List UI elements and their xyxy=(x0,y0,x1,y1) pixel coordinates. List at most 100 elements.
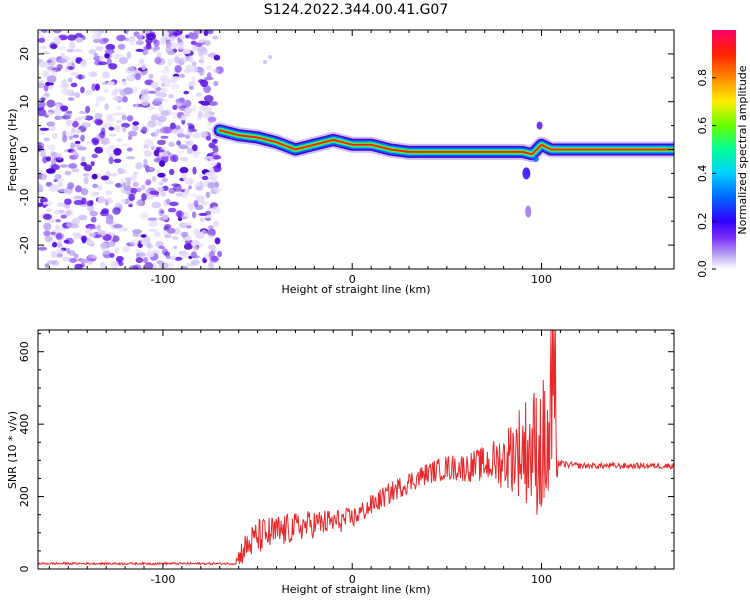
noise-speckle xyxy=(113,95,124,102)
noise-speckle xyxy=(63,239,70,244)
bottom-y-axis-label: SNR (10 * v/v) xyxy=(6,411,19,489)
noise-speckle xyxy=(38,82,45,89)
noise-speckle xyxy=(156,186,163,193)
noise-speckle xyxy=(54,37,62,45)
noise-speckle xyxy=(160,39,165,46)
noise-speckle xyxy=(75,185,82,193)
noise-speckle xyxy=(192,105,197,112)
noise-speckle xyxy=(38,61,49,68)
noise-speckle xyxy=(126,75,135,82)
noise-speckle xyxy=(212,155,222,160)
noise-speckle xyxy=(184,134,191,139)
noise-speckle xyxy=(68,163,78,169)
noise-speckle xyxy=(61,88,69,96)
noise-speckle xyxy=(165,41,172,49)
noise-speckle xyxy=(155,169,161,174)
noise-speckle xyxy=(105,180,114,185)
snr-series-line xyxy=(38,330,674,566)
noise-speckle xyxy=(176,140,182,146)
noise-speckle xyxy=(176,133,186,138)
noise-speckle xyxy=(66,221,73,228)
noise-speckle xyxy=(38,246,47,251)
noise-speckle xyxy=(130,174,137,182)
noise-speckle xyxy=(117,167,124,174)
noise-speckle xyxy=(80,188,89,196)
noise-speckle xyxy=(166,227,176,234)
noise-speckle xyxy=(182,222,192,226)
noise-speckle xyxy=(161,76,167,83)
noise-speckle xyxy=(112,207,121,215)
noise-speckle xyxy=(198,39,207,43)
noise-speckle xyxy=(74,144,82,148)
noise-speckle xyxy=(157,149,165,153)
noise-speckle xyxy=(115,138,123,142)
noise-speckle xyxy=(95,45,104,52)
noise-speckle xyxy=(183,112,191,118)
noise-speckle xyxy=(188,185,192,190)
y-tick-label: 400 xyxy=(18,414,31,435)
noise-speckle xyxy=(90,161,95,167)
frequency-ridge xyxy=(211,121,674,218)
noise-speckle xyxy=(171,183,181,187)
noise-speckle xyxy=(165,254,171,260)
noise-speckle xyxy=(186,147,193,155)
colorbar-ticks: 0.0 0.2 0.4 0.6 0.8 xyxy=(696,69,716,278)
noise-speckle xyxy=(107,241,115,248)
x-tick-label: 0 xyxy=(349,273,356,286)
noise-speckle xyxy=(118,261,124,267)
colorbar: 0.0 0.2 0.4 0.6 0.8 Normalized spectral ampl… xyxy=(696,30,749,278)
noise-speckle xyxy=(93,52,98,58)
noise-speckle xyxy=(179,166,189,174)
noise-speckle xyxy=(162,214,169,220)
noise-speckle xyxy=(126,147,133,152)
noise-speckle xyxy=(211,255,218,262)
noise-speckle xyxy=(71,127,76,134)
noise-speckle xyxy=(135,48,144,53)
noise-speckle xyxy=(79,110,86,115)
noise-speckle xyxy=(161,87,168,93)
bottom-axes: -100 0 100 0 200 400 600 xyxy=(18,330,675,586)
noise-speckle xyxy=(194,183,201,187)
noise-speckle xyxy=(43,230,51,237)
noise-speckle xyxy=(42,201,48,205)
noise-speckle xyxy=(135,162,143,170)
noise-speckle xyxy=(128,194,135,201)
bottom-x-axis-label: Height of straight line (km) xyxy=(281,583,430,596)
noise-speckle xyxy=(147,123,152,128)
noise-speckle xyxy=(160,83,165,87)
noise-speckle xyxy=(127,135,133,141)
noise-speckle xyxy=(43,222,52,231)
noise-speckle xyxy=(67,61,72,67)
noise-speckle xyxy=(188,125,195,133)
noise-speckle xyxy=(87,204,95,212)
noise-speckle xyxy=(169,155,176,162)
ridge-blob xyxy=(525,205,532,218)
ridge-blob xyxy=(532,156,539,163)
noise-speckle xyxy=(192,166,197,175)
noise-speckle xyxy=(168,141,175,148)
noise-speckle xyxy=(151,131,159,137)
noise-speckle xyxy=(89,210,98,217)
noise-speckle xyxy=(148,228,158,233)
noise-speckle xyxy=(190,251,197,259)
noise-speckle xyxy=(66,49,74,53)
noise-speckle xyxy=(131,86,138,95)
noise-speckle xyxy=(153,97,164,102)
y-tick-label: 200 xyxy=(18,486,31,507)
noise-speckle xyxy=(89,30,100,34)
noise-speckle xyxy=(80,60,87,68)
noise-speckle xyxy=(124,177,133,181)
noise-speckle xyxy=(119,178,125,187)
ridge-band xyxy=(218,129,674,156)
noise-speckle xyxy=(88,71,98,78)
noise-speckle xyxy=(67,77,73,83)
noise-speckle xyxy=(167,30,176,34)
noise-speckle xyxy=(95,100,100,108)
noise-speckle xyxy=(205,135,212,141)
noise-speckle xyxy=(180,231,189,238)
noise-speckle xyxy=(107,81,115,86)
noise-speckle xyxy=(204,214,213,219)
noise-speckle xyxy=(160,191,166,197)
noise-speckle xyxy=(86,200,94,207)
noise-speckle xyxy=(173,56,180,64)
